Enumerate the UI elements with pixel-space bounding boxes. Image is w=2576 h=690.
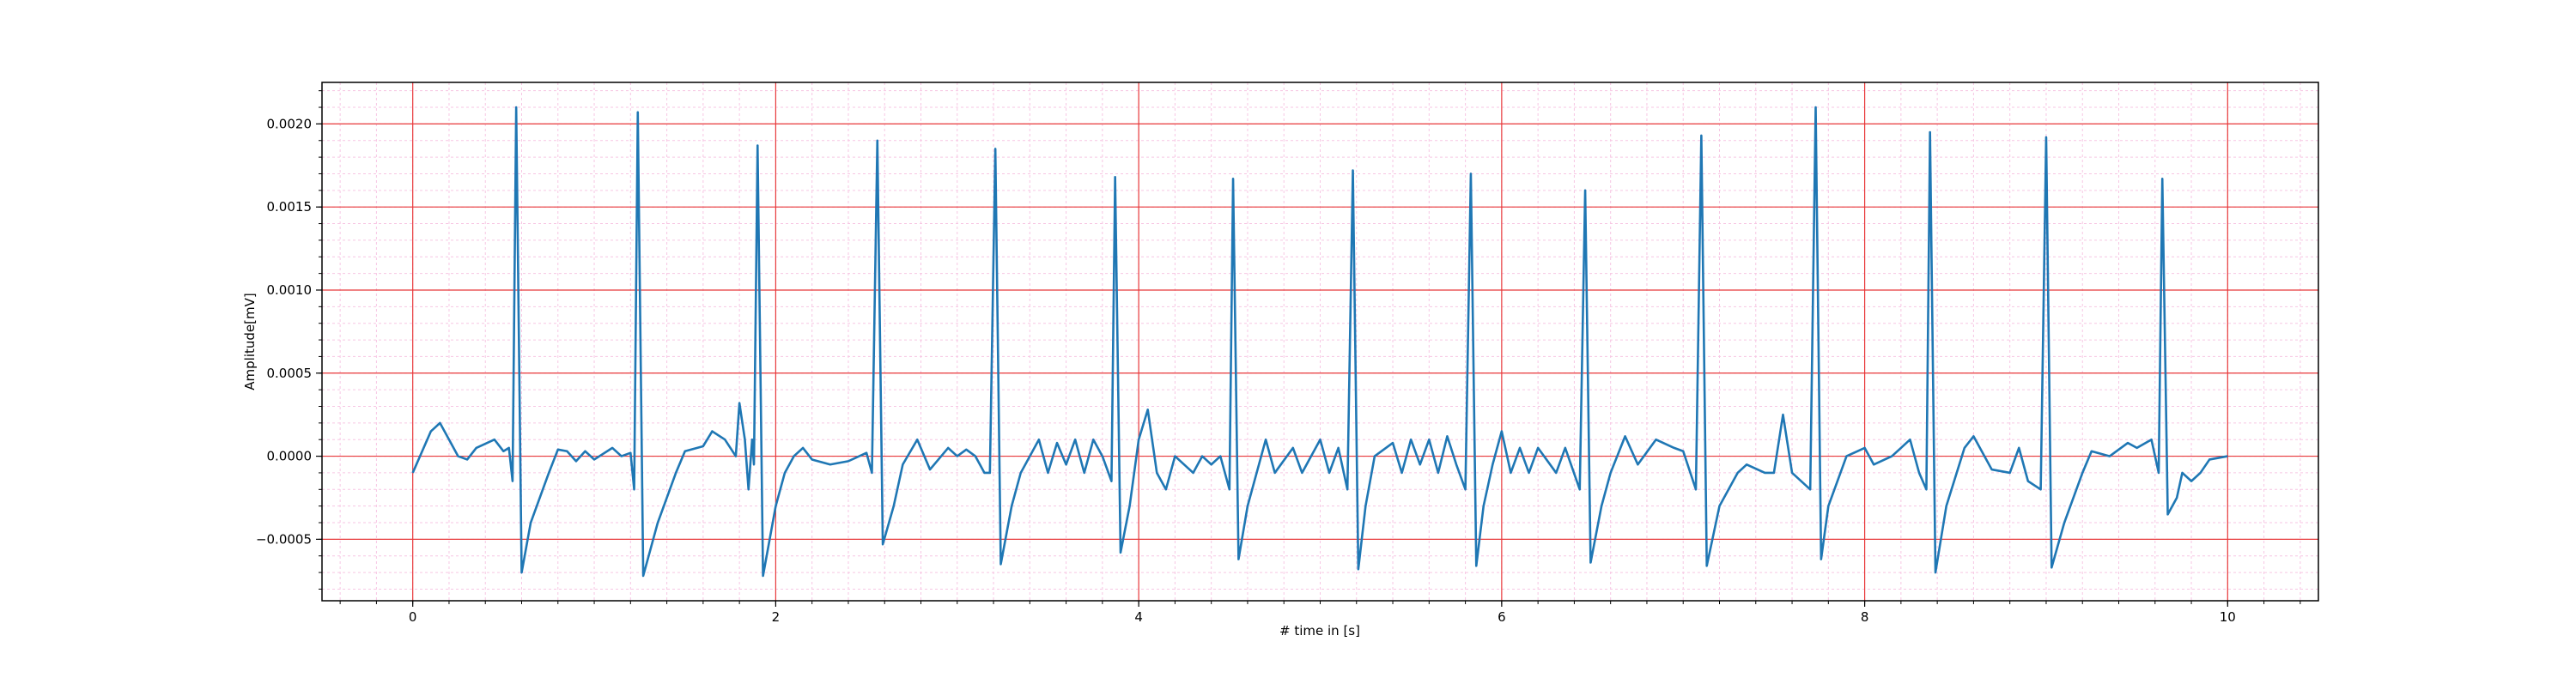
x-tick-label: 6 <box>1498 609 1506 625</box>
y-tick-label: −0.0005 <box>256 531 312 547</box>
x-axis-label: # time in [s] <box>1279 623 1360 639</box>
grid <box>322 82 2318 601</box>
x-tick-label: 2 <box>772 609 781 625</box>
y-tick-label: 0.0015 <box>267 199 313 215</box>
y-axis-label: Amplitude[mV] <box>242 293 258 390</box>
x-tick-label: 10 <box>2220 609 2236 625</box>
y-tick-label: 0.0005 <box>267 366 313 381</box>
x-tick-label: 8 <box>1861 609 1869 625</box>
y-tick-label: 0.0000 <box>267 449 313 464</box>
plot <box>411 106 2228 578</box>
y-tick-label: 0.0020 <box>267 116 313 131</box>
signal-line <box>411 106 2228 578</box>
x-tick-label: 4 <box>1134 609 1143 625</box>
ticks: 0 2 4 6 8 10 −0.0005 0.0000 0.0005 0.0010 0.0015 0.… <box>256 90 2301 625</box>
x-tick-label: 0 <box>409 609 417 625</box>
y-tick-label: 0.0010 <box>267 282 313 298</box>
